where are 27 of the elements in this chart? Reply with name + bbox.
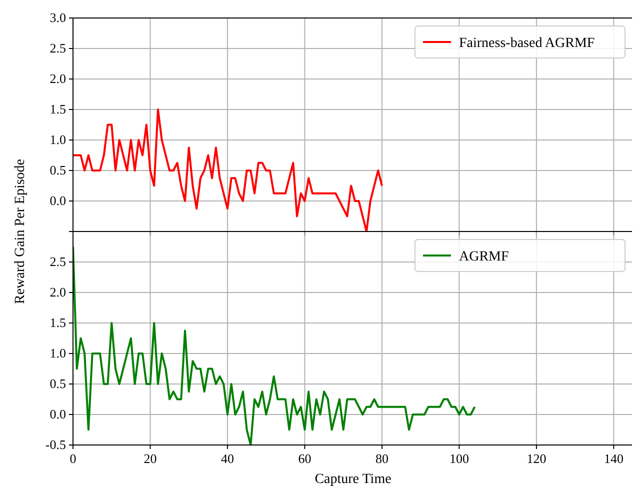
y-tick-label: 2.5 <box>50 40 66 56</box>
x-axis-title: Capture Time <box>314 472 392 487</box>
x-tick-label: 140 <box>604 451 624 466</box>
y-tick-label: 0.5 <box>50 376 66 391</box>
y-tick-label: 2.5 <box>50 254 66 269</box>
y-tick-label: 3.0 <box>50 10 66 25</box>
y-tick-label: 1.0 <box>50 132 66 147</box>
y-tick-label: 1.5 <box>50 102 66 116</box>
y-tick-label: 0.0 <box>50 406 66 422</box>
y-axis-title: Reward Gain Per Episode <box>13 158 28 304</box>
x-tick-label: 60 <box>298 451 312 466</box>
y-tick-label: -0.5 <box>45 437 66 452</box>
line-series <box>73 108 383 232</box>
x-tick-label: 20 <box>144 451 157 466</box>
x-tick-label: 100 <box>449 451 469 466</box>
y-tick-label: 0.5 <box>50 162 66 178</box>
x-tick-label: 120 <box>526 451 546 466</box>
legend-label: Fairness-based AGRMF <box>459 36 595 51</box>
legend-label: AGRMF <box>459 250 510 264</box>
y-tick-label: 2.0 <box>50 71 66 86</box>
y-tick-label: 2.0 <box>50 284 66 300</box>
x-tick-label: 40 <box>220 451 234 466</box>
y-tick-label: 1.0 <box>50 346 66 360</box>
x-tick-label: 80 <box>375 451 388 466</box>
y-tick-label: 0.0 <box>50 193 66 208</box>
x-tick-label: 0 <box>70 451 76 466</box>
y-tick-label: 1.5 <box>50 315 66 330</box>
